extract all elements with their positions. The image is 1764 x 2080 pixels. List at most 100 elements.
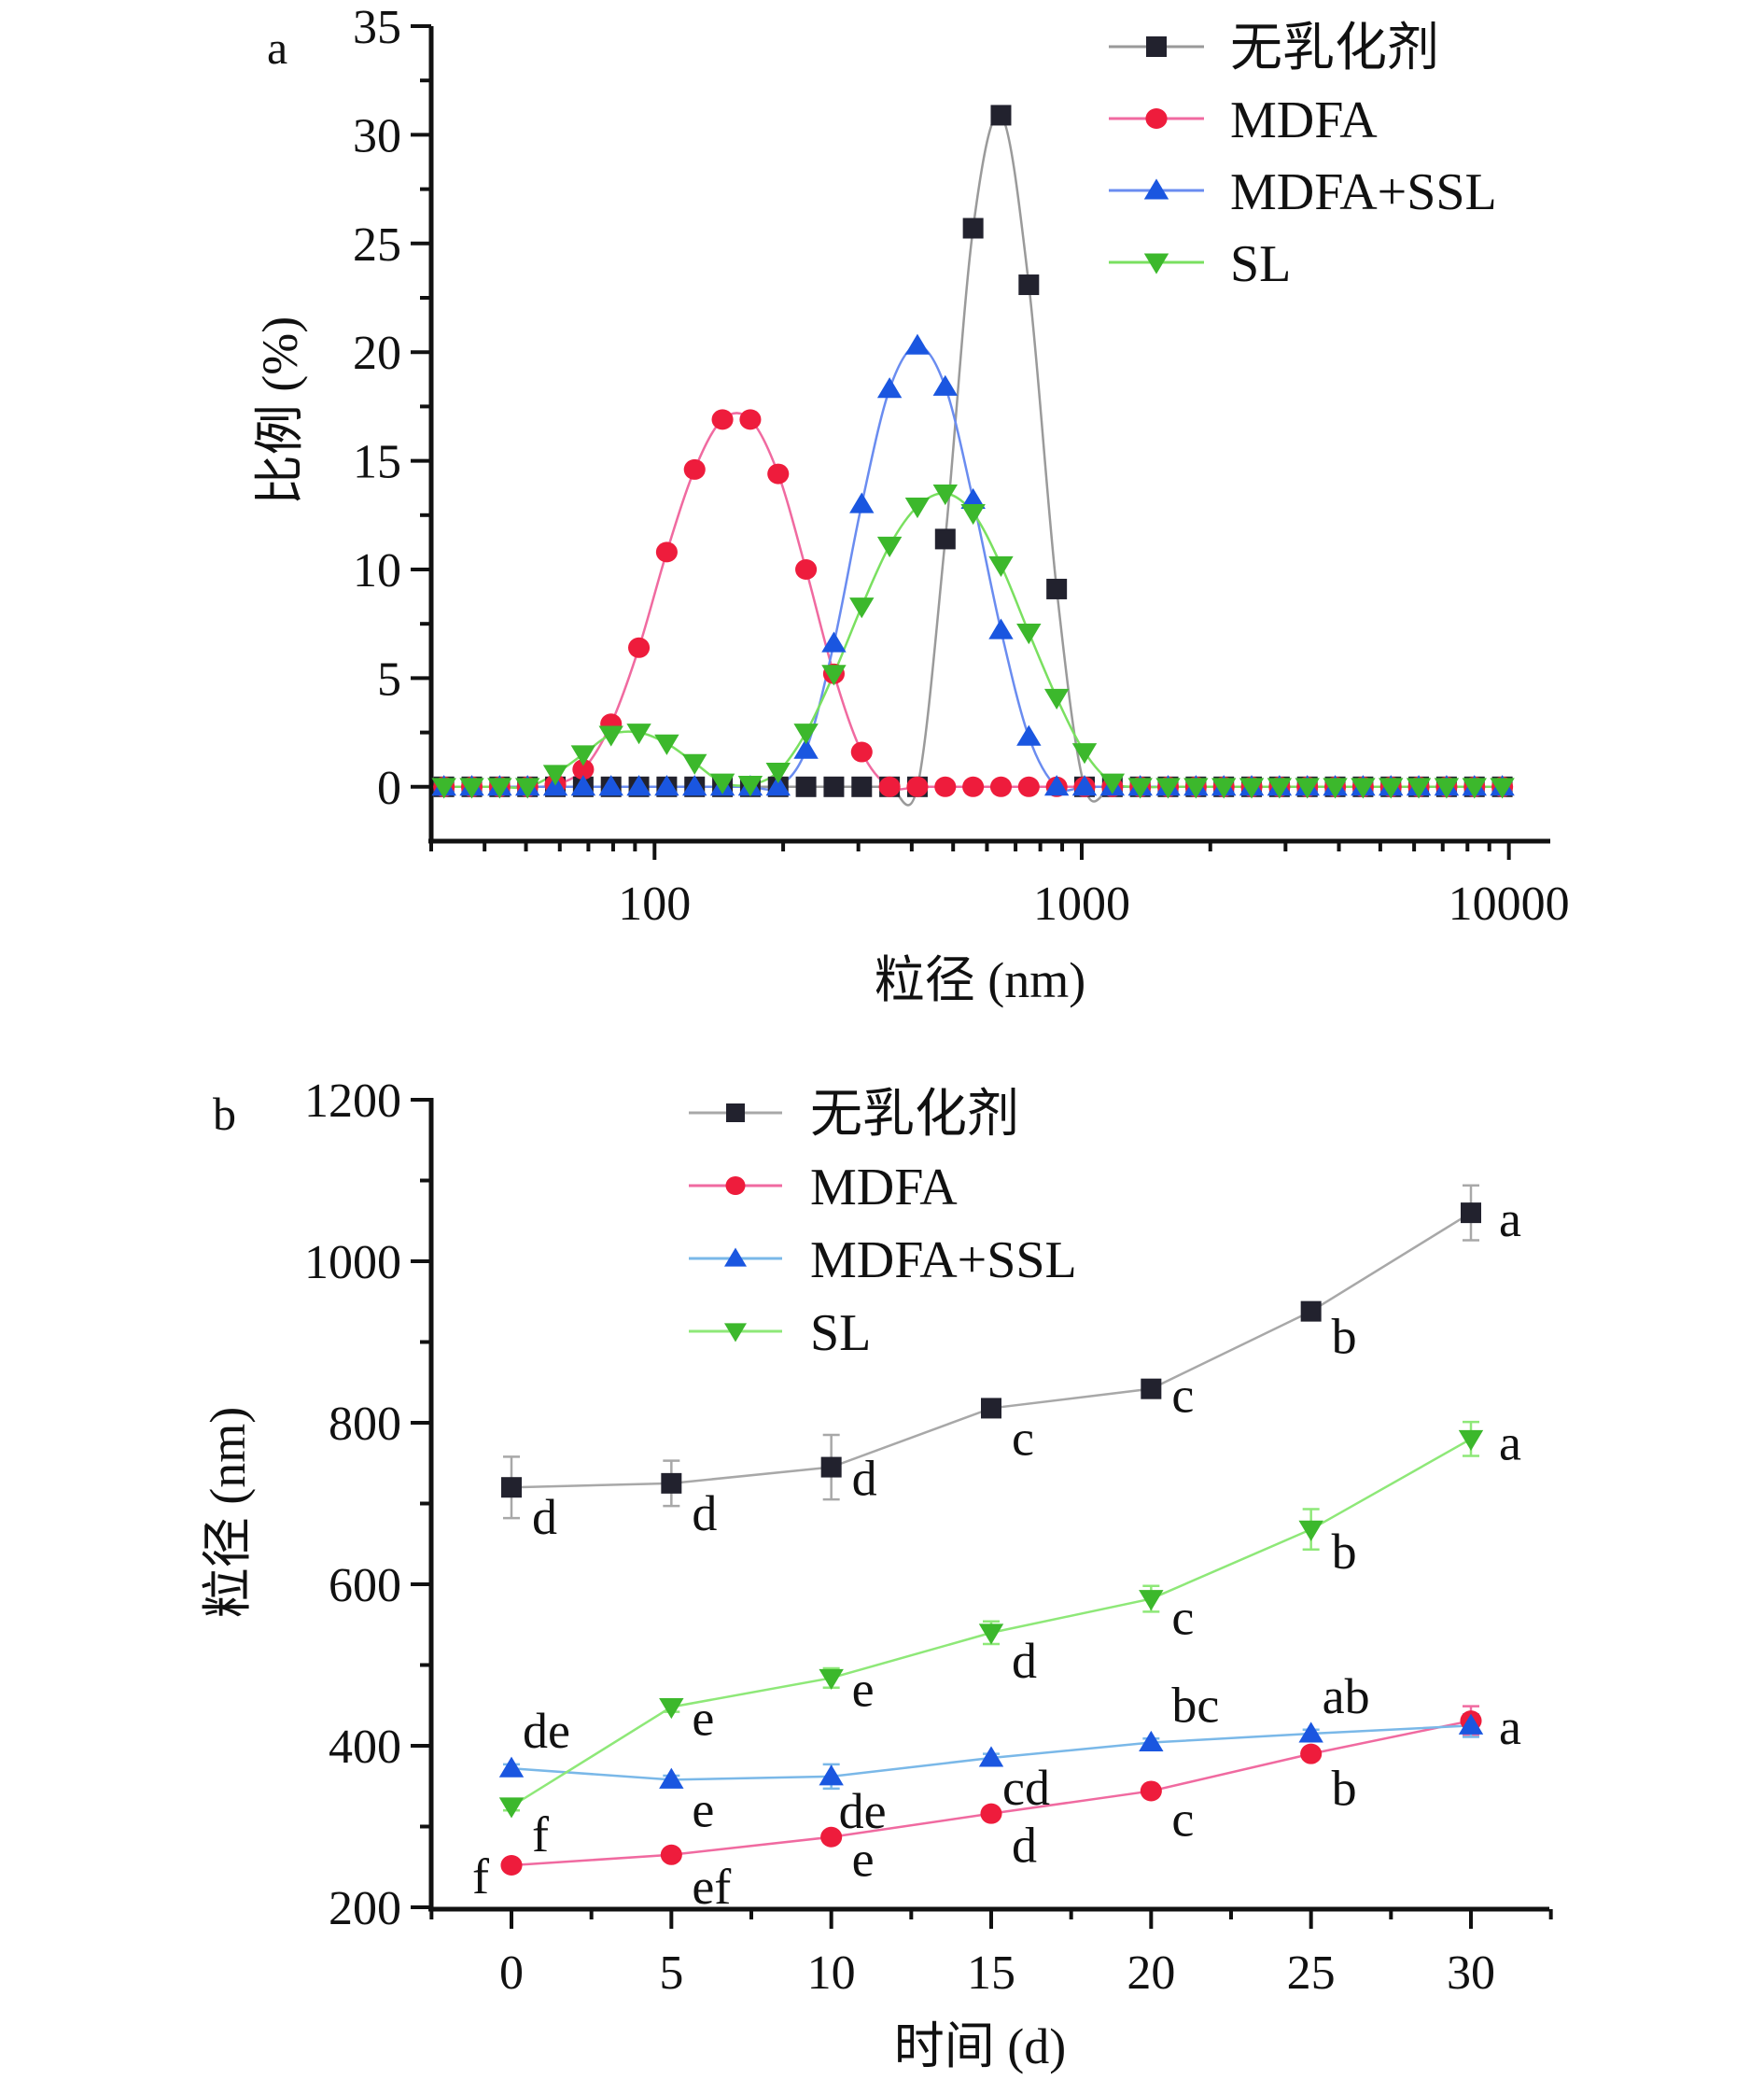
data-point-sl [876,536,903,558]
data-point-sl [765,763,791,784]
data-point-mdfa [683,458,706,480]
data-point-no-emulsifier [820,1456,842,1478]
y-tick-label-a: 15 [353,436,401,489]
y-tick-label-a: 5 [377,653,401,706]
series-line-mdfa [443,412,1503,791]
data-point-sl [1434,778,1460,799]
data-point-mdfa [795,559,818,580]
significance-letter: ab [1323,1668,1370,1724]
significance-letter: f [532,1806,549,1862]
data-point-mdfa-ssl [570,775,596,796]
significance-letter: c [1171,1791,1194,1847]
significance-letter: a [1499,1191,1521,1247]
y-tick-label-a: 0 [377,762,401,815]
y-tick-label-b: 600 [329,1559,401,1612]
data-point-mdfa-ssl [1016,724,1042,746]
data-point-sl [1462,778,1487,799]
data-point-sl [1071,743,1098,765]
significance-letter: d [532,1489,557,1545]
markers-mdfa-ssl [498,1713,1484,1789]
legend-label: MDFA [810,1159,958,1216]
data-point-mdfa [1017,776,1040,797]
data-point-mdfa-ssl [932,374,958,396]
data-point-mdfa-ssl [819,1764,844,1786]
data-point-mdfa [962,776,985,797]
legend-label: SL [1230,235,1291,293]
significance-letter: d [852,1451,877,1507]
significance-letter: d [692,1485,717,1541]
data-point-mdfa [660,1844,682,1865]
data-point-mdfa-ssl [659,1767,684,1789]
significance-letter: bc [1171,1678,1219,1734]
significance-letter: a [1499,1699,1521,1755]
data-point-no-emulsifier [1018,274,1040,296]
data-point-sl [978,1623,1004,1645]
legend-item-sl: SL [689,1304,871,1362]
data-point-no-emulsifier [823,776,845,797]
legend-item-mdfa: MDFA [1109,91,1378,149]
data-point-mdfa [767,463,790,485]
significance-letter: e [852,1832,875,1888]
data-point-sl [1099,773,1126,794]
data-point-sl [1139,1590,1164,1611]
data-point-mdfa [850,741,873,763]
data-point-mdfa [500,1855,523,1876]
x-tick-label-b: 0 [499,1946,524,2000]
y-axis-title-b: 粒径 (nm) [200,1407,256,1618]
data-point-mdfa [655,541,678,563]
legend-item-mdfa-ssl: MDFA+SSL [689,1231,1077,1289]
series-lines-b [511,1212,1472,1867]
data-point-sl [793,724,819,745]
significance-letter: de [839,1783,887,1839]
data-point-sl [1406,778,1432,799]
letters-mdfa: f ef e d cba [472,1699,1521,1915]
data-point-sl [1183,778,1209,799]
data-point-sl [542,765,568,786]
y-tick-label-a: 30 [353,109,401,162]
data-point-mdfa [739,409,762,430]
legend-label: 无乳化剂 [1230,20,1439,77]
data-point-sl [498,1797,525,1819]
y-tick-label-b: 200 [329,1882,401,1935]
legend-label: 无乳化剂 [810,1086,1019,1144]
data-point-sl [487,778,512,799]
panel-b: b 200 400 600 800 1000 1200 0 5 10 15 20 25 30 时间 (… [200,1075,1553,2074]
significance-letter: e [692,1781,714,1837]
x-tick-label-b: 5 [659,1946,683,2000]
data-point-sl [570,745,596,766]
data-point-mdfa-ssl [626,775,651,796]
data-point-mdfa [906,776,929,797]
x-ticks-b: 0 5 10 15 20 25 30 [429,1909,1553,2000]
data-point-mdfa [628,637,651,658]
y-ticks-b: 200 400 600 800 1000 1200 [304,1075,431,1935]
markers-mdfa [500,1710,1482,1876]
data-point-mdfa [820,1826,843,1848]
significance-letter: c [1012,1410,1034,1466]
data-point-no-emulsifier [962,218,984,239]
data-point-no-emulsifier [795,776,817,797]
legend-b: 无乳化剂 MDFA MDFA+SSL SL [689,1086,1077,1362]
markers-sl [431,485,1515,799]
legend-label: MDFA+SSL [1230,163,1497,221]
data-point-mdfa-ssl [793,738,819,759]
significance-letter: f [472,1848,489,1904]
data-point-mdfa-ssl [598,775,623,796]
significance-letter: d [1012,1633,1037,1689]
data-point-sl [1379,778,1404,799]
data-point-sl [514,778,540,799]
panel-label-a: a [267,21,287,74]
data-point-mdfa-ssl [849,492,875,513]
data-point-sl [1323,778,1348,799]
y-tick-label-a: 25 [353,218,401,272]
data-point-no-emulsifier [1141,1378,1162,1399]
significance-letter: a [1499,1414,1521,1470]
legend-marker-sl [724,1323,747,1342]
data-point-sl [1239,778,1265,799]
significance-letter: e [692,1690,714,1746]
significance-letter: ef [692,1859,731,1915]
legend-marker-no-emulsifier [1146,36,1167,57]
data-point-mdfa-ssl [1071,775,1098,796]
data-point-sl [821,665,847,686]
data-point-mdfa-ssl [654,775,679,796]
data-point-mdfa-ssl [988,618,1014,639]
